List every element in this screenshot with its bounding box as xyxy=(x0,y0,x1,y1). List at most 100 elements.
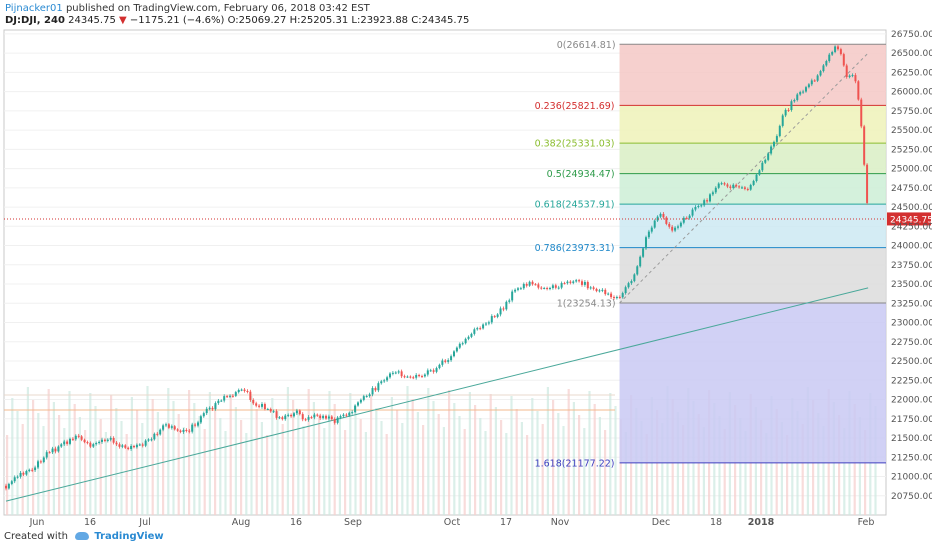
candle-body xyxy=(470,333,473,337)
indicator-bar xyxy=(78,417,81,515)
candle-body xyxy=(813,80,816,82)
candle-body xyxy=(249,391,252,400)
indicator-bar xyxy=(765,433,768,515)
x-tick-label: Feb xyxy=(858,517,875,528)
candle-body xyxy=(723,183,726,185)
candle-body xyxy=(68,438,71,444)
high-value: 25205.31 xyxy=(300,15,349,26)
candle-body xyxy=(839,49,842,55)
candle-body xyxy=(583,282,586,285)
candle-body xyxy=(173,426,176,430)
indicator-bar xyxy=(536,411,539,515)
candle-body xyxy=(255,403,258,406)
candle-body xyxy=(295,410,298,414)
candle-body xyxy=(307,417,310,420)
candle-body xyxy=(636,266,639,275)
candle-body xyxy=(601,289,604,291)
indicator-bar xyxy=(645,434,648,515)
indicator-bar xyxy=(42,426,45,515)
candle-body xyxy=(595,288,598,292)
candle-body xyxy=(19,472,22,477)
indicator-bar xyxy=(588,391,591,515)
x-tick-label: 17 xyxy=(500,517,512,528)
candle-body xyxy=(836,46,839,50)
indicator-bar xyxy=(458,416,461,515)
fib-band xyxy=(619,44,886,106)
candle-body xyxy=(354,405,357,413)
y-tick-label: 22250.00 xyxy=(891,376,932,386)
candle-body xyxy=(153,433,156,440)
candle-body xyxy=(156,433,159,435)
indicator-bar xyxy=(318,415,321,515)
x-tick-label: 16 xyxy=(290,517,302,528)
candle-body xyxy=(752,180,755,185)
candle-body xyxy=(450,356,453,361)
candle-body xyxy=(444,360,447,362)
candle-body xyxy=(220,400,223,402)
indicator-bar xyxy=(572,402,575,515)
candle-body xyxy=(714,187,717,193)
candle-body xyxy=(767,153,770,160)
x-tick-label: 2018 xyxy=(748,517,775,528)
fib-band xyxy=(619,302,886,463)
candle-body xyxy=(214,403,217,410)
candle-body xyxy=(863,126,866,165)
candle-body xyxy=(394,372,397,374)
candle-body xyxy=(656,216,659,221)
price-chart[interactable]: 0(26614.81) 0.236(25821.69) 0.382(25331.03… xyxy=(0,0,932,530)
candle-body xyxy=(610,293,613,298)
indicator-bar xyxy=(416,412,419,515)
candle-body xyxy=(412,377,415,379)
candle-body xyxy=(71,438,74,440)
footer: Created with TradingView xyxy=(4,531,924,549)
fib-level-label: 0.5(24934.47) xyxy=(547,169,615,180)
candle-body xyxy=(36,461,39,468)
indicator-bar xyxy=(370,395,373,515)
fib-band xyxy=(619,247,886,303)
y-tick-label: 23500.00 xyxy=(891,280,932,290)
candle-body xyxy=(356,402,359,406)
candle-body xyxy=(665,217,668,224)
x-tick-label: Oct xyxy=(444,517,461,528)
candle-body xyxy=(272,411,275,413)
candle-body xyxy=(5,485,7,489)
fib-band xyxy=(619,143,886,174)
author-link[interactable]: Pijnacker01 xyxy=(5,3,63,14)
y-tick-label: 22500.00 xyxy=(891,357,932,367)
indicator-bar xyxy=(422,425,425,515)
candle-body xyxy=(39,461,42,463)
indicator-bar xyxy=(344,430,347,515)
candle-body xyxy=(580,281,583,285)
indicator-bar xyxy=(52,402,55,515)
tradingview-brand[interactable]: TradingView xyxy=(94,531,164,542)
candle-body xyxy=(711,192,714,195)
indicator-bar xyxy=(541,424,544,515)
indicator-bar xyxy=(567,389,570,515)
candle-body xyxy=(807,84,810,88)
candle-body xyxy=(345,414,348,416)
candle-body xyxy=(432,370,435,372)
indicator-bar xyxy=(479,418,482,515)
indicator-bar xyxy=(801,424,804,515)
candle-body xyxy=(159,429,162,435)
candle-body xyxy=(761,162,764,171)
candle-body xyxy=(48,452,51,454)
indicator-bar xyxy=(437,414,440,515)
candle-body xyxy=(467,336,470,339)
indicator-bar xyxy=(162,425,165,515)
candle-body xyxy=(496,314,499,317)
indicator-bar xyxy=(203,429,206,515)
indicator-bar xyxy=(401,423,404,515)
candle-body xyxy=(845,65,848,78)
indicator-bar xyxy=(245,433,248,515)
indicator-bar xyxy=(484,431,487,515)
candle-body xyxy=(365,396,368,398)
candle-body xyxy=(438,364,441,369)
indicator-bar xyxy=(510,396,513,515)
candle-body xyxy=(633,274,636,282)
indicator-bar xyxy=(68,391,71,515)
x-tick-label: 16 xyxy=(84,517,96,528)
candle-body xyxy=(458,343,461,348)
indicator-bar xyxy=(349,393,352,515)
fib-level-label: 1.618(21177.22) xyxy=(535,458,615,469)
